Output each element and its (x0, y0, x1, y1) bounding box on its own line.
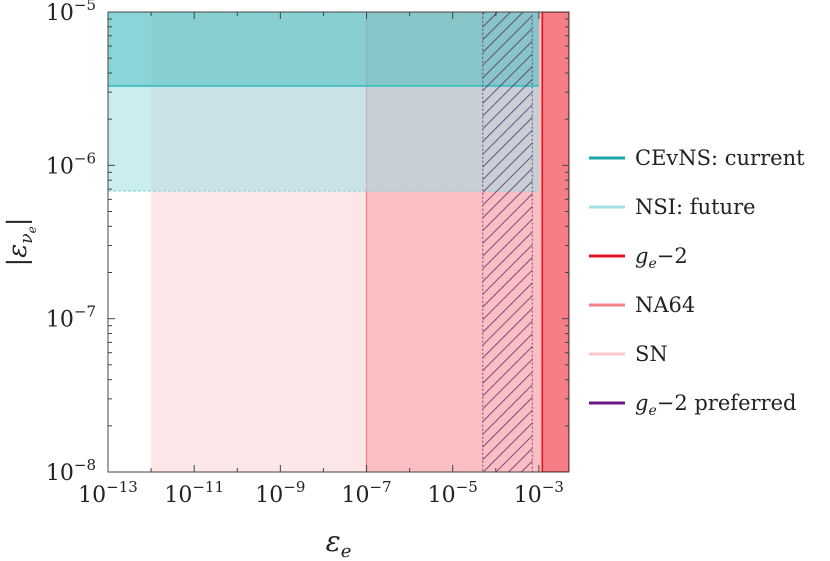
x-tick-label: 10−11 (164, 478, 224, 508)
region-ge2-preferred (482, 12, 533, 472)
x-tick-label: 10−7 (341, 478, 391, 508)
plot-regions (108, 12, 569, 472)
plot-frame (107, 11, 570, 473)
legend-label: ge−2 (635, 244, 688, 272)
y-axis: 10−8 10−7 10−6 10−5 (46, 0, 569, 486)
legend-item: CEvNS: current (589, 146, 805, 170)
region-nsi-future (108, 12, 539, 192)
y-tick-label: 10−6 (46, 149, 96, 179)
legend-label: CEvNS: current (635, 146, 805, 170)
legend-item: NSI: future (589, 195, 756, 219)
legend-label: SN (635, 342, 668, 366)
x-tick-label: 10−13 (78, 478, 138, 508)
x-tick-label: 10−5 (428, 478, 478, 508)
region-cevns-current (108, 12, 539, 86)
legend-label: ge−2 preferred (635, 391, 796, 419)
region-ge2 (542, 12, 569, 472)
legend-label: NSI: future (635, 195, 756, 219)
legend-item: ge−2 (589, 244, 688, 272)
x-tick-label: 10−3 (514, 478, 564, 508)
y-tick-label: 10−5 (46, 0, 96, 26)
legend-item: ge−2 preferred (589, 391, 796, 419)
legend-item: NA64 (589, 293, 695, 317)
y-tick-label: 10−8 (46, 456, 96, 486)
legend-label: NA64 (635, 293, 695, 317)
x-axis-label: εe (326, 525, 352, 561)
legend: CEvNS: current NSI: future ge−2 NA64 SN ge−2 … (589, 146, 805, 419)
y-tick-label: 10−7 (46, 303, 96, 333)
legend-item: SN (589, 342, 668, 366)
y-axis-label: |ενe| (3, 218, 39, 267)
x-tick-label: 10−9 (255, 478, 305, 508)
x-axis: 10−13 10−11 10−9 10−7 10−5 10−3 (78, 12, 564, 508)
